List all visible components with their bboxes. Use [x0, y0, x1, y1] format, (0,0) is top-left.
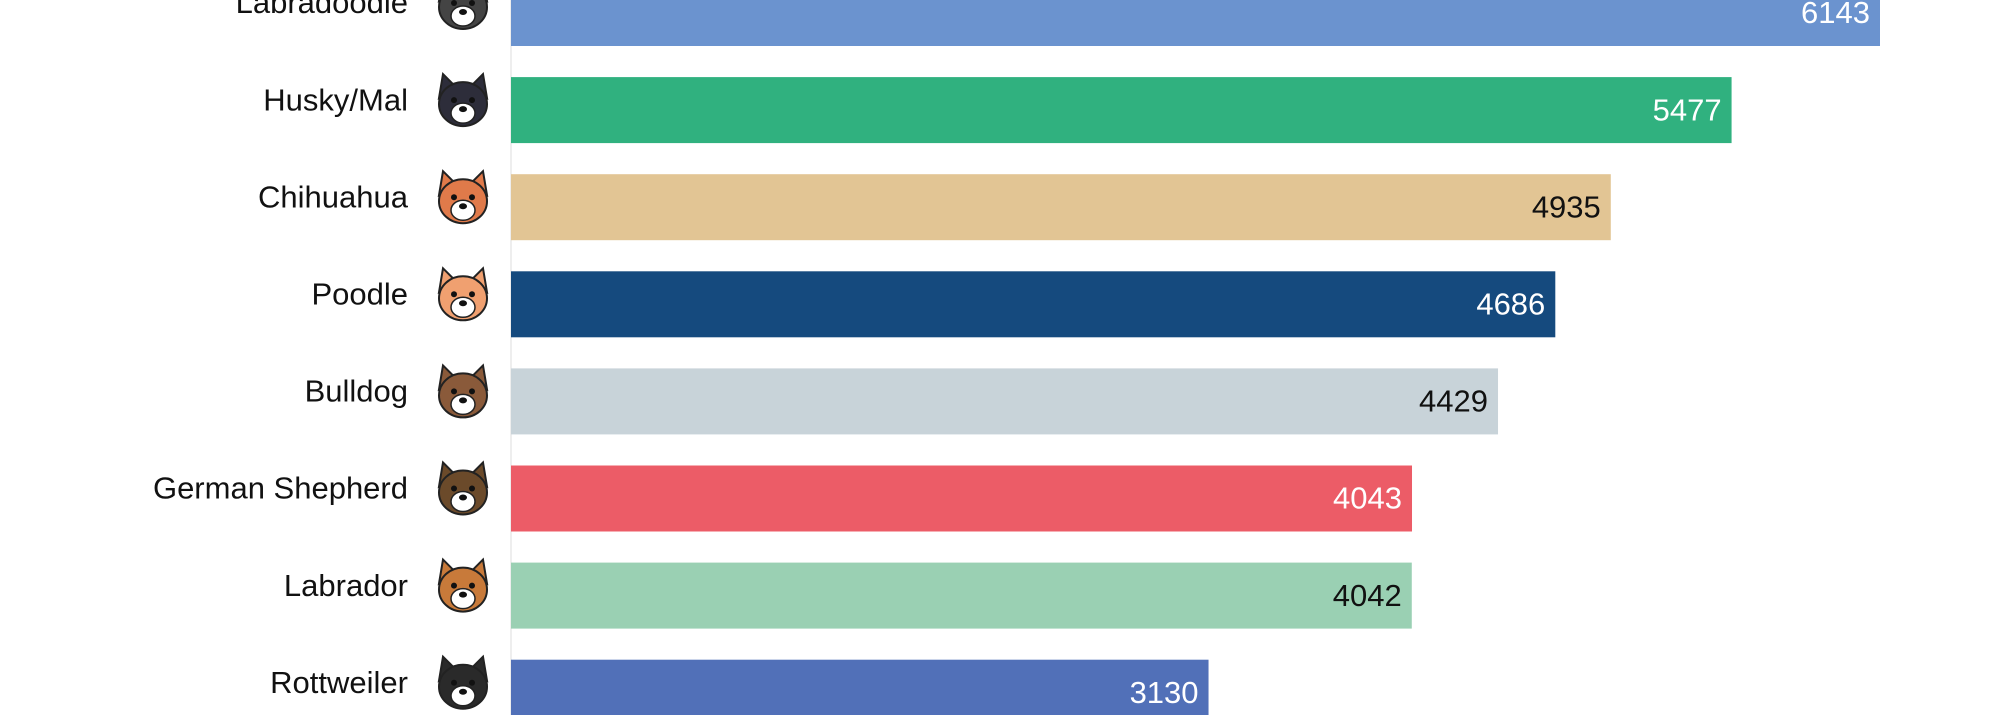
dog-icon: [437, 72, 489, 128]
dog-icon: [437, 557, 489, 613]
nose: [459, 494, 467, 501]
eye: [451, 0, 457, 6]
category-label: Husky/Mal: [263, 82, 408, 117]
eye: [451, 97, 457, 104]
eye: [451, 194, 457, 201]
nose: [459, 688, 467, 695]
dog-icon: [437, 169, 489, 225]
muzzle: [450, 684, 476, 707]
nose: [459, 106, 467, 113]
dog-icon: [437, 266, 489, 322]
muzzle: [450, 490, 476, 513]
category-label: Bulldog: [305, 374, 408, 409]
muzzle: [450, 199, 476, 221]
value-label: 5477: [1653, 92, 1722, 127]
eye: [451, 679, 457, 686]
bar: [511, 562, 1412, 629]
value-label: 4429: [1419, 384, 1488, 419]
nose: [459, 203, 467, 210]
category-label: Rottweiler: [270, 665, 408, 700]
dog-icon: [437, 363, 489, 419]
muzzle: [450, 5, 476, 27]
nose: [459, 300, 467, 307]
bar: [511, 174, 1611, 241]
value-label: 4042: [1333, 578, 1402, 613]
value-label: 3130: [1130, 675, 1199, 710]
bar: [511, 0, 1880, 46]
dog-icon: [437, 460, 489, 516]
dog-icon: [437, 0, 489, 30]
value-label: 4043: [1333, 481, 1402, 516]
bar: [511, 659, 1209, 715]
eye: [469, 679, 475, 686]
category-label: Labradoodle: [236, 0, 408, 20]
eye: [469, 582, 475, 589]
eye: [469, 97, 475, 104]
eye: [469, 194, 475, 201]
muzzle: [450, 296, 476, 319]
eye: [469, 291, 475, 298]
nose: [459, 591, 467, 598]
value-label: 4686: [1476, 286, 1545, 321]
value-label: 6143: [1801, 0, 1870, 30]
category-label: Chihuahua: [258, 179, 409, 214]
eye: [451, 582, 457, 589]
nose: [459, 397, 467, 404]
bar: [511, 271, 1556, 338]
category-label: German Shepherd: [153, 471, 408, 506]
bar: [511, 465, 1413, 532]
eye: [451, 388, 457, 395]
eye: [469, 388, 475, 395]
dog-icon: [437, 654, 489, 710]
bar: [511, 77, 1732, 144]
muzzle: [450, 393, 476, 416]
category-label: Labrador: [284, 568, 408, 603]
category-label: Poodle: [311, 276, 408, 311]
eye: [451, 485, 457, 492]
nose: [459, 9, 467, 15]
eye: [469, 0, 475, 6]
bar: [511, 368, 1499, 435]
eye: [451, 291, 457, 298]
value-label: 4935: [1532, 189, 1601, 224]
eye: [469, 485, 475, 492]
muzzle: [450, 102, 476, 124]
muzzle: [450, 587, 476, 610]
